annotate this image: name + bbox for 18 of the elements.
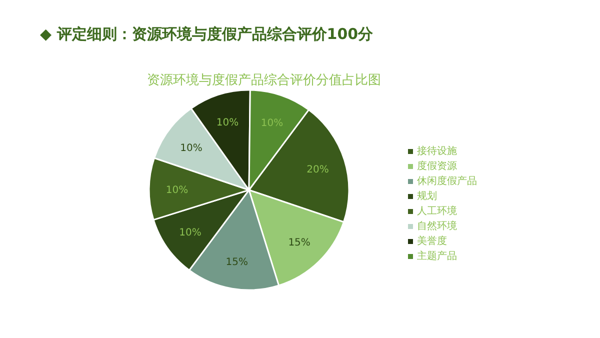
data-label: 20%: [306, 164, 329, 176]
legend-label: 自然环境: [417, 220, 457, 232]
data-label: 10%: [180, 143, 202, 154]
legend-label: 度假资源: [417, 160, 457, 172]
data-label: 10%: [166, 185, 188, 196]
data-label: 15%: [226, 256, 248, 268]
legend-label: 休闲度假产品: [417, 175, 477, 187]
legend-label: 接待设施: [417, 145, 457, 157]
data-label: 10%: [260, 118, 284, 129]
chart-title: ◆ 评定细则：资源环境与度假产品综合评价100分: [40, 25, 374, 43]
data-label: 15%: [288, 238, 310, 249]
chart-subtitle: 资源环境与度假产品综合评价分值占比图: [147, 72, 381, 88]
legend-label: 人工环境: [417, 205, 457, 217]
legend-label: 规划: [417, 190, 437, 202]
legend-label: 主题产品: [417, 250, 457, 262]
legend-label: 美誉度: [417, 235, 447, 247]
data-label: 10%: [216, 117, 239, 128]
data-label: 10%: [179, 228, 202, 239]
